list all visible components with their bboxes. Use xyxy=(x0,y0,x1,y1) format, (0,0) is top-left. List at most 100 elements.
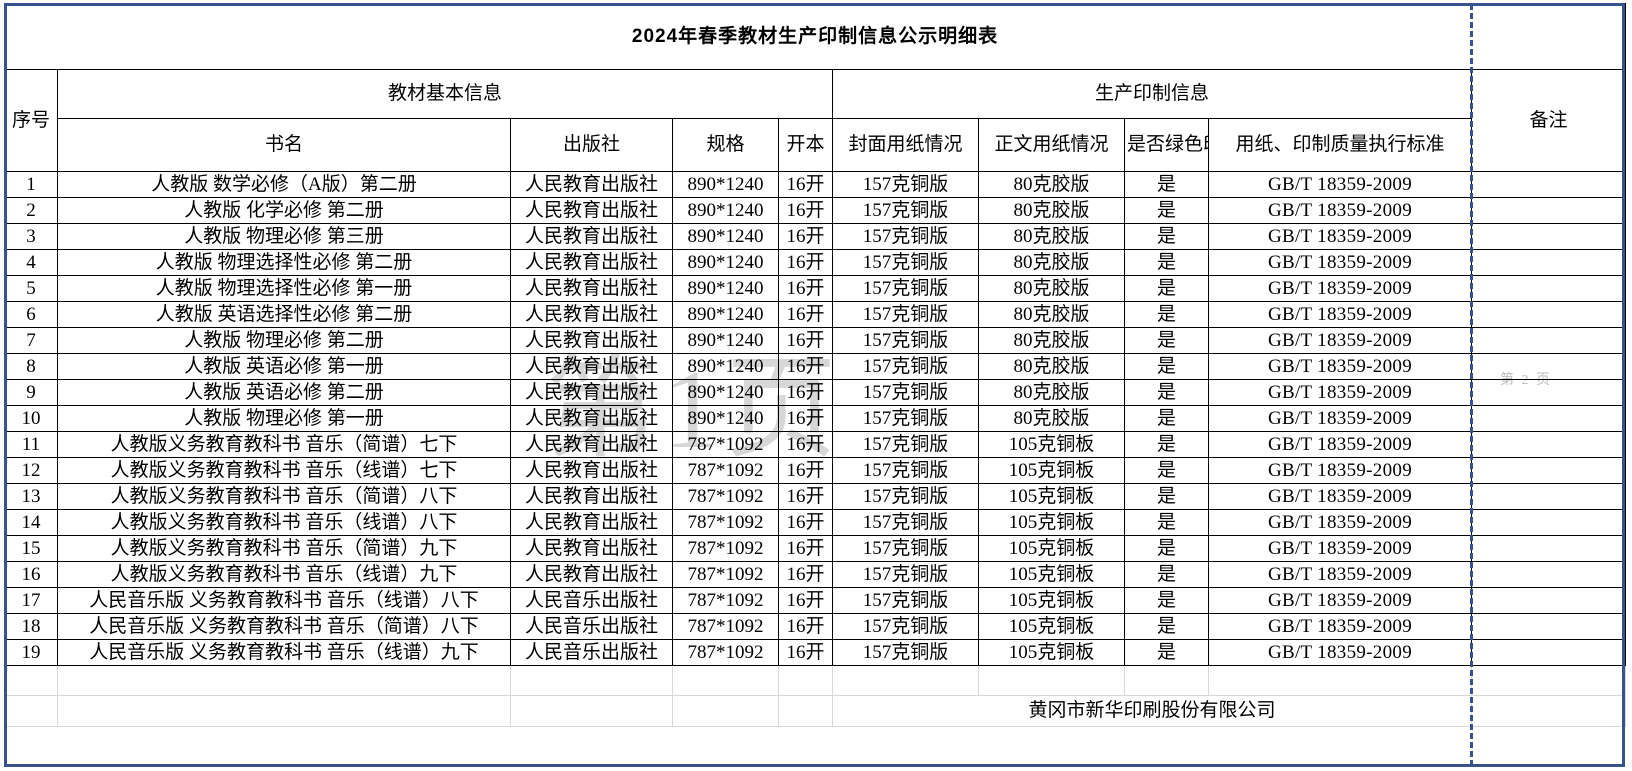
cell-text-paper[interactable]: 105克铜板 xyxy=(978,509,1125,536)
table-row[interactable]: 10 人教版 物理必修 第一册 人民教育出版社 890*1240 16开 157克铜版 80… xyxy=(4,405,1627,432)
cell-seq[interactable]: 3 xyxy=(4,223,58,250)
cell-standard[interactable]: GB/T 18359-2009 xyxy=(1208,223,1472,250)
cell-spec[interactable]: 890*1240 xyxy=(672,327,779,354)
cell-format[interactable]: 16开 xyxy=(778,587,833,614)
cell-publisher[interactable]: 人民教育出版社 xyxy=(510,405,673,432)
cell-book-name[interactable]: 人民音乐版 义务教育教科书 音乐（简谱）八下 xyxy=(57,613,511,640)
cell-standard[interactable]: GB/T 18359-2009 xyxy=(1208,639,1472,666)
cell-book-name[interactable]: 人教版义务教育教科书 音乐（线谱）九下 xyxy=(57,561,511,588)
cell-seq[interactable]: 14 xyxy=(4,509,58,536)
table-row[interactable]: 1 人教版 数学必修（A版）第二册 人民教育出版社 890*1240 16开 157克铜版… xyxy=(4,171,1627,198)
cell-book-name[interactable]: 人教版义务教育教科书 音乐（简谱）七下 xyxy=(57,431,511,458)
cell-publisher[interactable]: 人民教育出版社 xyxy=(510,483,673,510)
cell-standard[interactable]: GB/T 18359-2009 xyxy=(1208,327,1472,354)
cell-cover-paper[interactable]: 157克铜版 xyxy=(832,431,979,458)
table-row[interactable]: 7 人教版 物理必修 第二册 人民教育出版社 890*1240 16开 157克铜版 80克… xyxy=(4,327,1627,354)
cell-book-name[interactable]: 人教版 物理必修 第三册 xyxy=(57,223,511,250)
cell-green-print[interactable]: 是 xyxy=(1124,223,1209,250)
cell-publisher[interactable]: 人民教育出版社 xyxy=(510,197,673,224)
cell-seq[interactable]: 7 xyxy=(4,327,58,354)
cell-text-paper[interactable]: 105克铜板 xyxy=(978,535,1125,562)
cell-standard[interactable]: GB/T 18359-2009 xyxy=(1208,275,1472,302)
cell-seq[interactable]: 10 xyxy=(4,405,58,432)
cell-spec[interactable]: 787*1092 xyxy=(672,535,779,562)
cell-standard[interactable]: GB/T 18359-2009 xyxy=(1208,353,1472,380)
cell-spec[interactable]: 787*1092 xyxy=(672,509,779,536)
cell-format[interactable]: 16开 xyxy=(778,431,833,458)
cell-format[interactable]: 16开 xyxy=(778,197,833,224)
cell-green-print[interactable]: 是 xyxy=(1124,639,1209,666)
cell-text-paper[interactable]: 80克胶版 xyxy=(978,249,1125,276)
table-row[interactable]: 12 人教版义务教育教科书 音乐（线谱）七下 人民教育出版社 787*1092 16开 1… xyxy=(4,457,1627,484)
table-row[interactable]: 17 人民音乐版 义务教育教科书 音乐（线谱）八下 人民音乐出版社 787*1092 1… xyxy=(4,587,1627,614)
cell-text-paper[interactable]: 80克胶版 xyxy=(978,379,1125,406)
cell-format[interactable]: 16开 xyxy=(778,639,833,666)
cell-remark[interactable] xyxy=(1470,275,1627,302)
cell-book-name[interactable]: 人民音乐版 义务教育教科书 音乐（线谱）九下 xyxy=(57,639,511,666)
cell-standard[interactable]: GB/T 18359-2009 xyxy=(1208,587,1472,614)
table-row[interactable]: 19 人民音乐版 义务教育教科书 音乐（线谱）九下 人民音乐出版社 787*1092 1… xyxy=(4,639,1627,666)
cell-remark[interactable] xyxy=(1470,561,1627,588)
cell-spec[interactable]: 787*1092 xyxy=(672,431,779,458)
cell-format[interactable]: 16开 xyxy=(778,535,833,562)
cell-cover-paper[interactable]: 157克铜版 xyxy=(832,535,979,562)
cell-green-print[interactable]: 是 xyxy=(1124,405,1209,432)
cell-publisher[interactable]: 人民教育出版社 xyxy=(510,561,673,588)
cell-book-name[interactable]: 人教版义务教育教科书 音乐（简谱）九下 xyxy=(57,535,511,562)
cell-text-paper[interactable]: 80克胶版 xyxy=(978,223,1125,250)
cell-seq[interactable]: 11 xyxy=(4,431,58,458)
cell-book-name[interactable]: 人教版义务教育教科书 音乐（线谱）八下 xyxy=(57,509,511,536)
cell-book-name[interactable]: 人教版 数学必修（A版）第二册 xyxy=(57,171,511,198)
cell-book-name[interactable]: 人教版 英语必修 第一册 xyxy=(57,353,511,380)
cell-format[interactable]: 16开 xyxy=(778,275,833,302)
cell-remark[interactable] xyxy=(1470,171,1627,198)
cell-cover-paper[interactable]: 157克铜版 xyxy=(832,639,979,666)
cell-spec[interactable]: 890*1240 xyxy=(672,197,779,224)
cell-remark[interactable] xyxy=(1470,483,1627,510)
cell-remark[interactable] xyxy=(1470,405,1627,432)
cell-seq[interactable]: 16 xyxy=(4,561,58,588)
cell-remark[interactable] xyxy=(1470,509,1627,536)
cell-cover-paper[interactable]: 157克铜版 xyxy=(832,249,979,276)
table-row[interactable]: 2 人教版 化学必修 第二册 人民教育出版社 890*1240 16开 157克铜版 80克… xyxy=(4,197,1627,224)
cell-cover-paper[interactable]: 157克铜版 xyxy=(832,509,979,536)
cell-publisher[interactable]: 人民教育出版社 xyxy=(510,535,673,562)
cell-remark[interactable] xyxy=(1470,587,1627,614)
cell-spec[interactable]: 890*1240 xyxy=(672,171,779,198)
cell-publisher[interactable]: 人民教育出版社 xyxy=(510,301,673,328)
cell-standard[interactable]: GB/T 18359-2009 xyxy=(1208,431,1472,458)
cell-format[interactable]: 16开 xyxy=(778,249,833,276)
cell-book-name[interactable]: 人教版 英语选择性必修 第二册 xyxy=(57,301,511,328)
table-row[interactable]: 5 人教版 物理选择性必修 第一册 人民教育出版社 890*1240 16开 157克铜版… xyxy=(4,275,1627,302)
cell-seq[interactable]: 4 xyxy=(4,249,58,276)
cell-green-print[interactable]: 是 xyxy=(1124,483,1209,510)
cell-green-print[interactable]: 是 xyxy=(1124,613,1209,640)
cell-book-name[interactable]: 人教版 物理选择性必修 第二册 xyxy=(57,249,511,276)
cell-cover-paper[interactable]: 157克铜版 xyxy=(832,483,979,510)
cell-cover-paper[interactable]: 157克铜版 xyxy=(832,327,979,354)
cell-standard[interactable]: GB/T 18359-2009 xyxy=(1208,535,1472,562)
table-row[interactable]: 16 人教版义务教育教科书 音乐（线谱）九下 人民教育出版社 787*1092 16开 1… xyxy=(4,561,1627,588)
cell-standard[interactable]: GB/T 18359-2009 xyxy=(1208,379,1472,406)
cell-seq[interactable]: 15 xyxy=(4,535,58,562)
cell-green-print[interactable]: 是 xyxy=(1124,197,1209,224)
table-row[interactable]: 11 人教版义务教育教科书 音乐（简谱）七下 人民教育出版社 787*1092 16开 1… xyxy=(4,431,1627,458)
cell-cover-paper[interactable]: 157克铜版 xyxy=(832,223,979,250)
cell-green-print[interactable]: 是 xyxy=(1124,327,1209,354)
cell-spec[interactable]: 787*1092 xyxy=(672,613,779,640)
cell-green-print[interactable]: 是 xyxy=(1124,171,1209,198)
cell-publisher[interactable]: 人民教育出版社 xyxy=(510,223,673,250)
cell-publisher[interactable]: 人民音乐出版社 xyxy=(510,639,673,666)
cell-text-paper[interactable]: 105克铜板 xyxy=(978,613,1125,640)
cell-text-paper[interactable]: 105克铜板 xyxy=(978,431,1125,458)
cell-green-print[interactable]: 是 xyxy=(1124,431,1209,458)
cell-seq[interactable]: 17 xyxy=(4,587,58,614)
cell-publisher[interactable]: 人民教育出版社 xyxy=(510,379,673,406)
cell-format[interactable]: 16开 xyxy=(778,457,833,484)
cell-standard[interactable]: GB/T 18359-2009 xyxy=(1208,457,1472,484)
cell-text-paper[interactable]: 80克胶版 xyxy=(978,301,1125,328)
cell-cover-paper[interactable]: 157克铜版 xyxy=(832,197,979,224)
table-row[interactable]: 14 人教版义务教育教科书 音乐（线谱）八下 人民教育出版社 787*1092 16开 1… xyxy=(4,509,1627,536)
cell-green-print[interactable]: 是 xyxy=(1124,587,1209,614)
cell-publisher[interactable]: 人民音乐出版社 xyxy=(510,587,673,614)
